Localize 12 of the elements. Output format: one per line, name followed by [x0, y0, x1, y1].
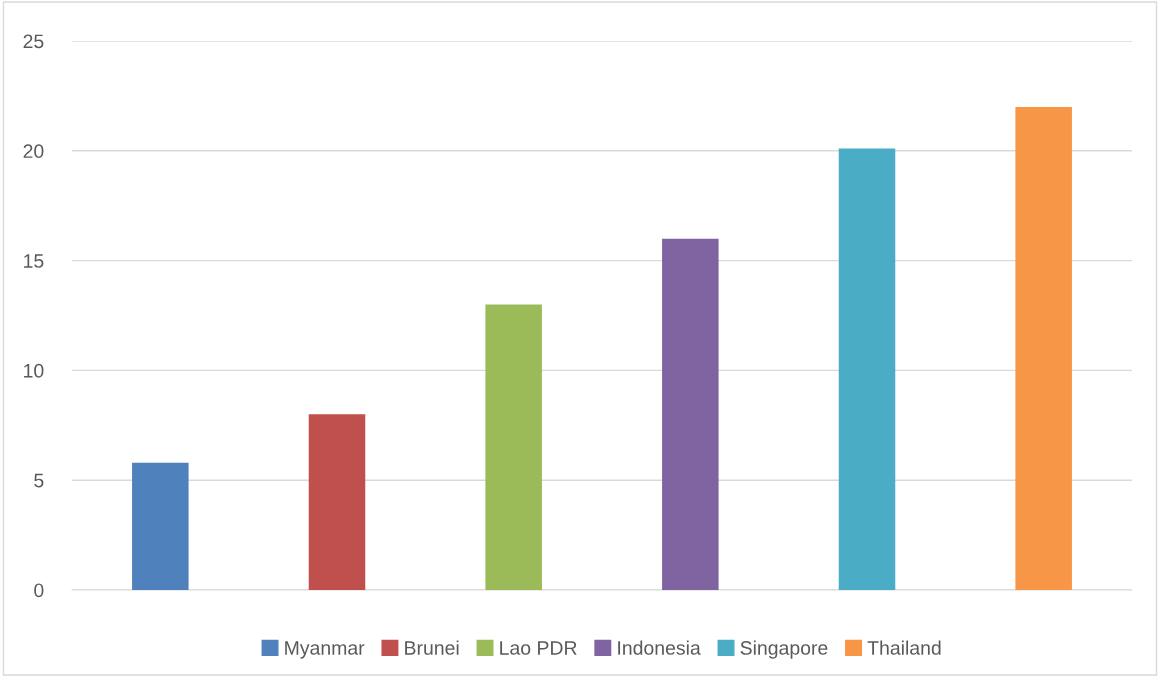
legend-label: Thailand [867, 640, 941, 655]
y-tick-label: 15 [24, 254, 44, 268]
legend-label: Lao PDR [500, 641, 577, 655]
y-tick-label: 20 [23, 144, 44, 159]
y-tick-label: 25 [23, 34, 44, 49]
y-tick-label: 0 [34, 583, 44, 598]
y-tick-label: 5 [34, 473, 44, 488]
legend-label: Myanmar [285, 641, 365, 659]
legend-label: Singapore [740, 640, 828, 659]
legend-label: Indonesia [618, 640, 701, 655]
legend-label: Brunei [405, 640, 459, 655]
y-tick-label: 10 [24, 363, 44, 378]
